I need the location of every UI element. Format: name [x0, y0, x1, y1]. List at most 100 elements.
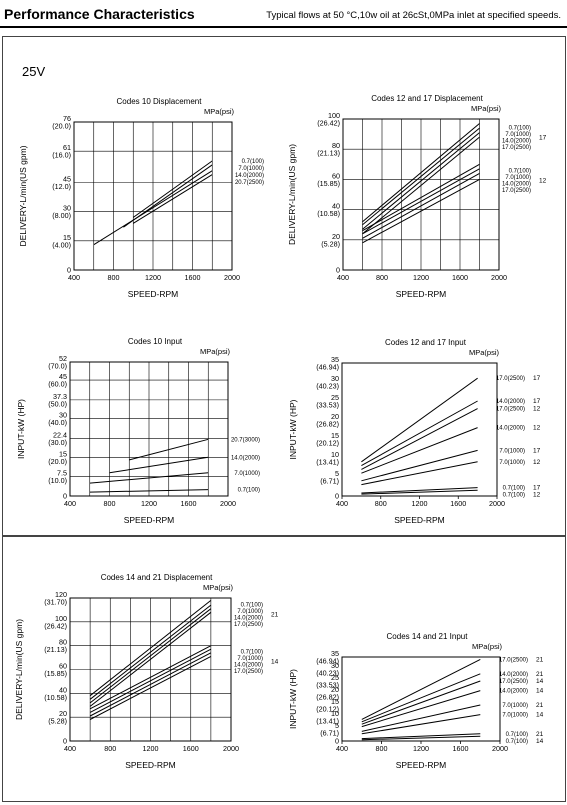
- y-tick-label: (12.0): [52, 182, 71, 191]
- x-tick-label: 800: [108, 273, 120, 282]
- y-tick-label: (13.41): [316, 717, 339, 726]
- x-axis-label: SPEED-RPM: [394, 515, 445, 525]
- plot-frame: [341, 656, 501, 742]
- y-tick-label: (46.94): [316, 657, 339, 666]
- y-tick-label: 0: [335, 737, 339, 746]
- series-line: [361, 733, 481, 740]
- series-label: 0.7(100): [242, 159, 264, 165]
- x-tick-label: 2000: [223, 744, 239, 753]
- series-label: 0.7(100): [241, 650, 263, 656]
- pressure-unit-label: MPa(psi): [204, 107, 235, 116]
- series-line: [361, 673, 481, 723]
- series-line: [362, 123, 480, 223]
- displacement-code-label: 17: [533, 398, 541, 405]
- y-tick-label: 5: [335, 469, 339, 478]
- pressure-unit-label: MPa(psi): [471, 104, 502, 113]
- series-line: [89, 611, 212, 707]
- series-label: 7.0(1000): [499, 448, 525, 454]
- y-tick-label: 10: [331, 709, 339, 718]
- x-axis-label: SPEED-RPM: [128, 289, 179, 299]
- lower-panel: [2, 536, 566, 802]
- y-tick-label: (20.12): [316, 705, 339, 714]
- series-label: 0.7(100): [509, 126, 531, 132]
- pressure-unit-label: MPa(psi): [469, 348, 500, 357]
- y-tick-label: 20: [59, 709, 67, 718]
- y-tick-label: 35: [331, 649, 339, 658]
- y-tick-label: (15.85): [317, 179, 340, 188]
- y-tick-label: 0: [335, 492, 339, 501]
- pump-variant-label: 25V: [22, 64, 46, 79]
- series-label: 17.0(2500): [502, 145, 531, 151]
- y-tick-label: (4.00): [52, 240, 71, 249]
- series-label: 14.0(2000): [499, 689, 528, 695]
- displacement-code-label: 12: [533, 492, 541, 499]
- series-line: [361, 735, 481, 741]
- series-line: [109, 456, 209, 474]
- series-label: 0.7(100): [506, 739, 528, 745]
- y-tick-label: (60.0): [48, 380, 67, 389]
- y-tick-label: (10.0): [48, 476, 67, 485]
- x-tick-label: 1200: [413, 744, 429, 753]
- series-line: [89, 608, 212, 704]
- pressure-unit-label: MPa(psi): [200, 347, 231, 356]
- series-label: 7.0(1000): [234, 471, 260, 477]
- series-line: [362, 163, 480, 232]
- series-label: 7.0(1000): [502, 703, 528, 709]
- series-line: [361, 690, 481, 728]
- displacement-code-label: 21: [536, 656, 544, 663]
- pressure-unit-label: MPa(psi): [472, 642, 503, 651]
- series-label: 0.7(100): [238, 488, 260, 494]
- displacement-code-label: 21: [536, 671, 544, 678]
- series-label: 7.0(1000): [499, 460, 525, 466]
- series-line: [361, 427, 478, 474]
- series-label: 14.0(2000): [499, 672, 528, 678]
- x-tick-label: 800: [104, 499, 116, 508]
- series-line: [89, 648, 212, 713]
- x-axis-label: SPEED-RPM: [124, 515, 175, 525]
- y-tick-label: 37.3: [53, 392, 67, 401]
- y-tick-label: (20.0): [52, 122, 71, 131]
- y-tick-label: 20: [332, 232, 340, 241]
- series-line: [89, 655, 212, 720]
- x-tick-label: 400: [336, 744, 348, 753]
- y-tick-label: (10.58): [317, 209, 340, 218]
- series-label: 20.7(2500): [235, 180, 264, 186]
- y-tick-label: (33.53): [316, 401, 339, 410]
- series-label: 14.0(2000): [231, 455, 260, 461]
- y-axis-label: DELIVERY-L/min(US gpm): [287, 144, 297, 245]
- series-line: [93, 170, 213, 246]
- x-axis-label: SPEED-RPM: [125, 760, 176, 770]
- x-tick-label: 400: [337, 273, 349, 282]
- displacement-code-label: 17: [533, 375, 541, 382]
- series-line: [361, 408, 478, 470]
- x-tick-label: 1200: [141, 499, 157, 508]
- series-label: 14.0(2000): [235, 173, 264, 179]
- series-label: 0.7(100): [503, 486, 525, 492]
- y-tick-label: (6.71): [320, 729, 339, 738]
- series-line: [361, 487, 478, 494]
- series-line: [89, 652, 212, 717]
- series-line: [89, 472, 209, 484]
- y-tick-label: (31.70): [44, 598, 67, 607]
- x-tick-label: 1200: [143, 744, 159, 753]
- series-line: [89, 604, 212, 700]
- y-tick-label: 45: [63, 174, 71, 183]
- series-line: [133, 174, 213, 224]
- displacement-code-label: 12: [533, 406, 541, 413]
- series-line: [362, 127, 480, 226]
- y-tick-label: (5.28): [48, 717, 67, 726]
- displacement-code-label: 21: [271, 611, 279, 618]
- series-line: [361, 489, 478, 495]
- y-tick-label: 0: [63, 737, 67, 746]
- chart-4: [341, 362, 498, 499]
- y-tick-label: 15: [63, 233, 71, 242]
- series-label: 20.7(3000): [231, 437, 260, 443]
- y-tick-label: (50.0): [48, 399, 67, 408]
- y-tick-label: 100: [55, 614, 67, 623]
- series-line: [133, 160, 213, 218]
- y-tick-label: (20.0): [48, 457, 67, 466]
- y-tick-label: (6.71): [320, 477, 339, 486]
- y-tick-label: 45: [59, 372, 67, 381]
- y-axis-label: DELIVERY-L/min(US gpm): [14, 619, 24, 720]
